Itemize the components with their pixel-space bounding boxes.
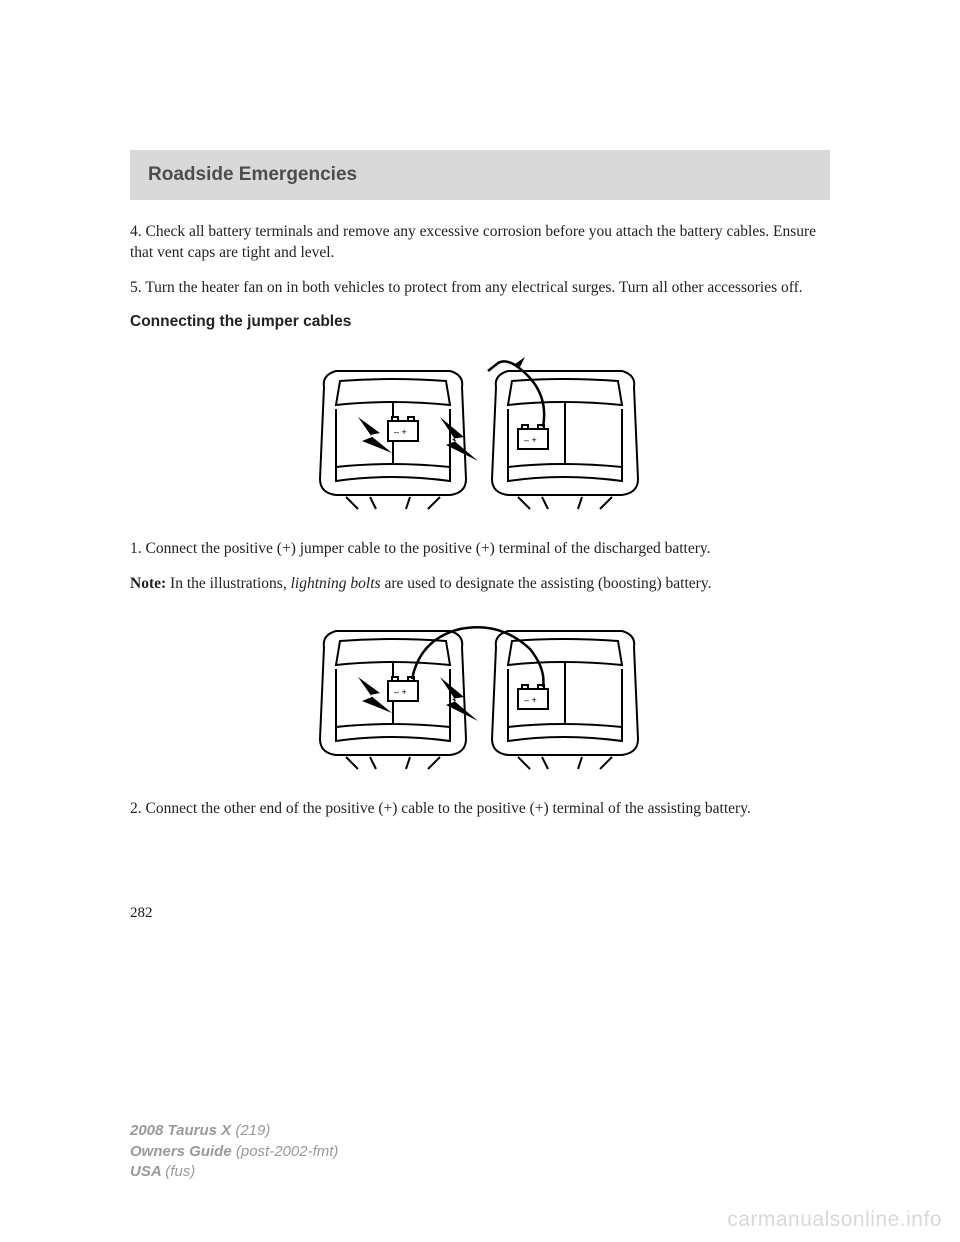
jumper-diagram-2: – + – +: [300, 609, 660, 774]
page-number: 282: [130, 905, 830, 922]
note-emphasis: lightning bolts: [291, 575, 381, 592]
footer-region-code: (fus): [165, 1163, 195, 1180]
footer-line-2: Owners Guide (post-2002-fmt): [130, 1142, 338, 1162]
section-header-title: Roadside Emergencies: [148, 164, 812, 186]
footer-guide: Owners Guide: [130, 1143, 236, 1160]
diagram-2-wrap: – + – +: [130, 609, 830, 779]
diagram-1-wrap: – + – +: [130, 349, 830, 519]
note-label: Note:: [130, 575, 166, 592]
subheading-connecting: Connecting the jumper cables: [130, 313, 830, 331]
footer-line-3: USA (fus): [130, 1162, 338, 1182]
step-2-text: 2. Connect the other end of the positive…: [130, 799, 830, 820]
section-header-bar: Roadside Emergencies: [130, 150, 830, 200]
footer-model-code: (219): [235, 1122, 270, 1139]
footer-line-1: 2008 Taurus X (219): [130, 1121, 338, 1141]
step-5-text: 5. Turn the heater fan on in both vehicl…: [130, 278, 830, 299]
watermark-text: carmanualsonline.info: [727, 1208, 942, 1232]
note-mid1: In the illustrations,: [166, 575, 290, 592]
footer-region: USA: [130, 1163, 165, 1180]
footer-guide-fmt: (post-2002-fmt): [236, 1143, 339, 1160]
page-content: Roadside Emergencies 4. Check all batter…: [0, 0, 960, 922]
footer-block: 2008 Taurus X (219) Owners Guide (post-2…: [130, 1121, 338, 1182]
note-mid2: are used to designate the assisting (boo…: [381, 575, 712, 592]
svg-text:– +: – +: [524, 435, 537, 445]
step-1-text: 1. Connect the positive (+) jumper cable…: [130, 539, 830, 560]
svg-text:– +: – +: [524, 695, 537, 705]
footer-model: 2008 Taurus X: [130, 1122, 235, 1139]
jumper-diagram-1: – + – +: [300, 349, 660, 514]
svg-text:– +: – +: [394, 687, 407, 697]
note-text: Note: In the illustrations, lightning bo…: [130, 574, 830, 595]
svg-text:– +: – +: [394, 427, 407, 437]
step-4-text: 4. Check all battery terminals and remov…: [130, 222, 830, 264]
